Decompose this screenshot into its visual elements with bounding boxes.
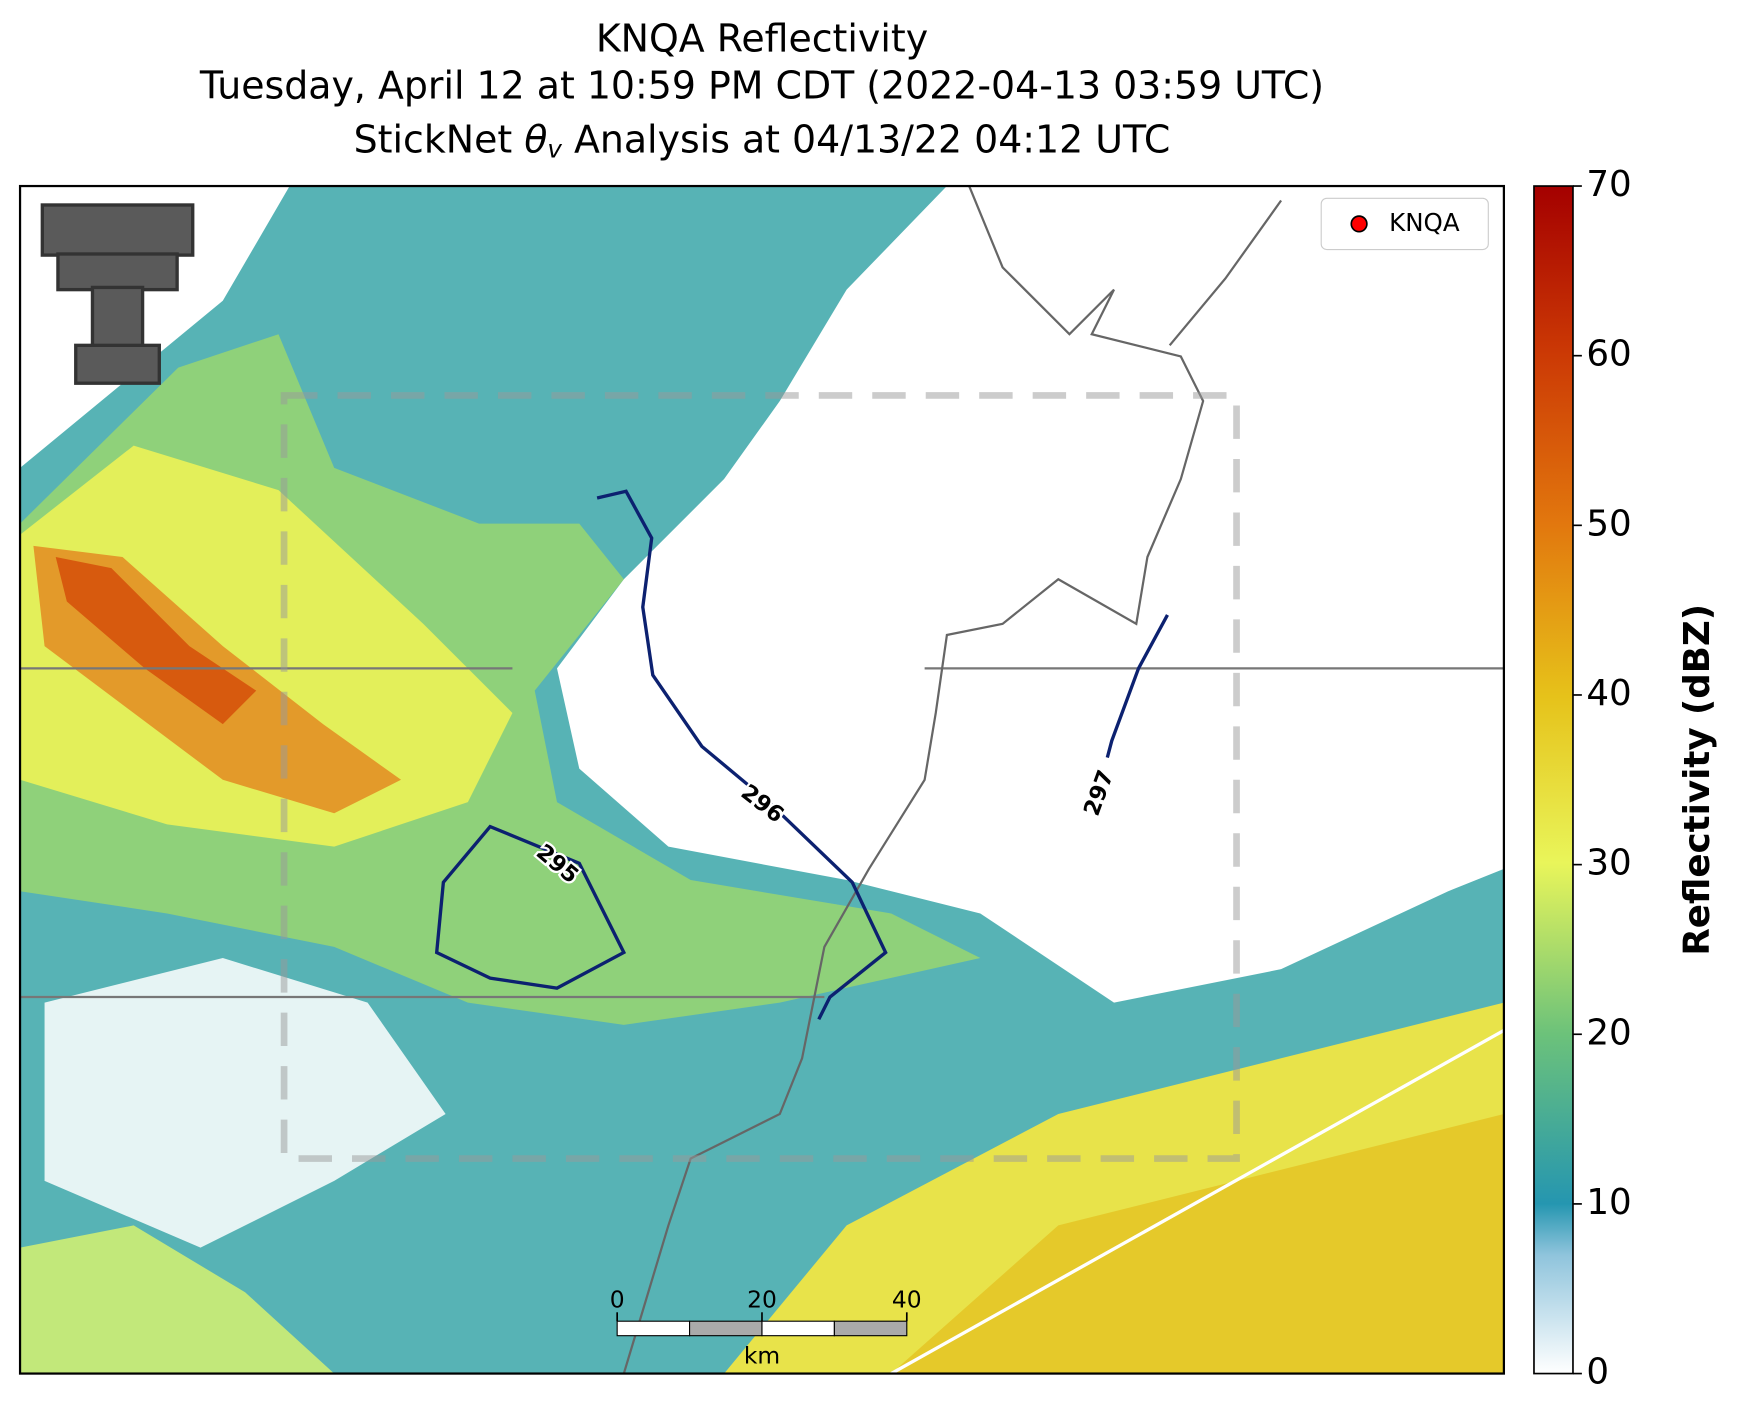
colorbar-tick-label: 0 <box>1586 1352 1609 1393</box>
state-border <box>20 667 1504 999</box>
scale-segment <box>689 1320 763 1337</box>
colorbar-tick-label: 70 <box>1586 164 1631 205</box>
radar-echo <box>891 1113 1504 1374</box>
scale-tick-label: 0 <box>610 1286 625 1314</box>
radar-gap <box>44 958 446 1248</box>
colorbar-label: Reflectivity (dBZ) <box>1677 604 1718 956</box>
colorbar-tick-label: 10 <box>1586 1182 1631 1223</box>
radar-echo <box>20 445 513 847</box>
legend: KNQA <box>1320 197 1489 251</box>
title-line: StickNet θv Analysis at 04/13/22 04:12 U… <box>354 117 1171 163</box>
radar-echo <box>20 1225 335 1374</box>
title-line: Tuesday, April 12 at 10:59 PM CDT (2022-… <box>199 64 1324 108</box>
contour-line <box>1105 614 1169 758</box>
title-symbol: θ <box>524 117 547 161</box>
title-subscript: v <box>547 134 562 163</box>
map-frame <box>18 184 1506 1375</box>
legend-box <box>1320 197 1489 251</box>
contour-line <box>434 824 627 990</box>
colorbar-tick-label: 50 <box>1586 503 1631 544</box>
figure-body: KNQA Reflectivity Tuesday, April 12 at 1… <box>18 17 1718 1393</box>
scale-unit: km <box>744 1341 780 1369</box>
river-border <box>622 186 1283 1374</box>
radar-map: 295 296 297 <box>20 186 1504 1374</box>
colorbar-tick-label: 40 <box>1586 673 1631 714</box>
scale-segment <box>616 1320 691 1337</box>
title-text: Analysis at 04/13/22 04:12 UTC <box>562 117 1170 161</box>
radar-ray <box>890 1028 1504 1374</box>
logo <box>40 203 195 385</box>
colorbar-ticks: 0 10 20 30 40 50 60 70 <box>1572 164 1632 1393</box>
colorbar-tick-label: 30 <box>1586 843 1631 884</box>
scale-bar: 0 20 40 km <box>610 1286 922 1370</box>
scale-segment <box>761 1320 835 1337</box>
colorbar-tick-label: 60 <box>1586 334 1631 375</box>
legend-label: KNQA <box>1389 208 1460 237</box>
colorbar <box>1533 185 1574 1375</box>
legend-marker <box>1350 215 1368 233</box>
scale-tick-label: 40 <box>892 1286 922 1314</box>
scale-segment <box>833 1320 908 1337</box>
scale-tick-label: 20 <box>747 1286 777 1314</box>
colorbar-tick-label: 20 <box>1586 1012 1631 1053</box>
contour-line <box>596 489 888 1021</box>
analysis-domain <box>280 392 1240 1162</box>
title-line: KNQA Reflectivity <box>596 17 928 61</box>
radar-echo <box>55 557 257 725</box>
title-text: StickNet <box>354 117 525 161</box>
